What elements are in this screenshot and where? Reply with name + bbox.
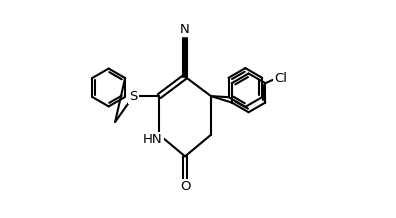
Text: Cl: Cl	[274, 72, 287, 85]
Text: O: O	[180, 180, 190, 193]
Text: N: N	[180, 23, 190, 36]
Text: S: S	[129, 90, 138, 103]
Text: HN: HN	[143, 133, 163, 146]
